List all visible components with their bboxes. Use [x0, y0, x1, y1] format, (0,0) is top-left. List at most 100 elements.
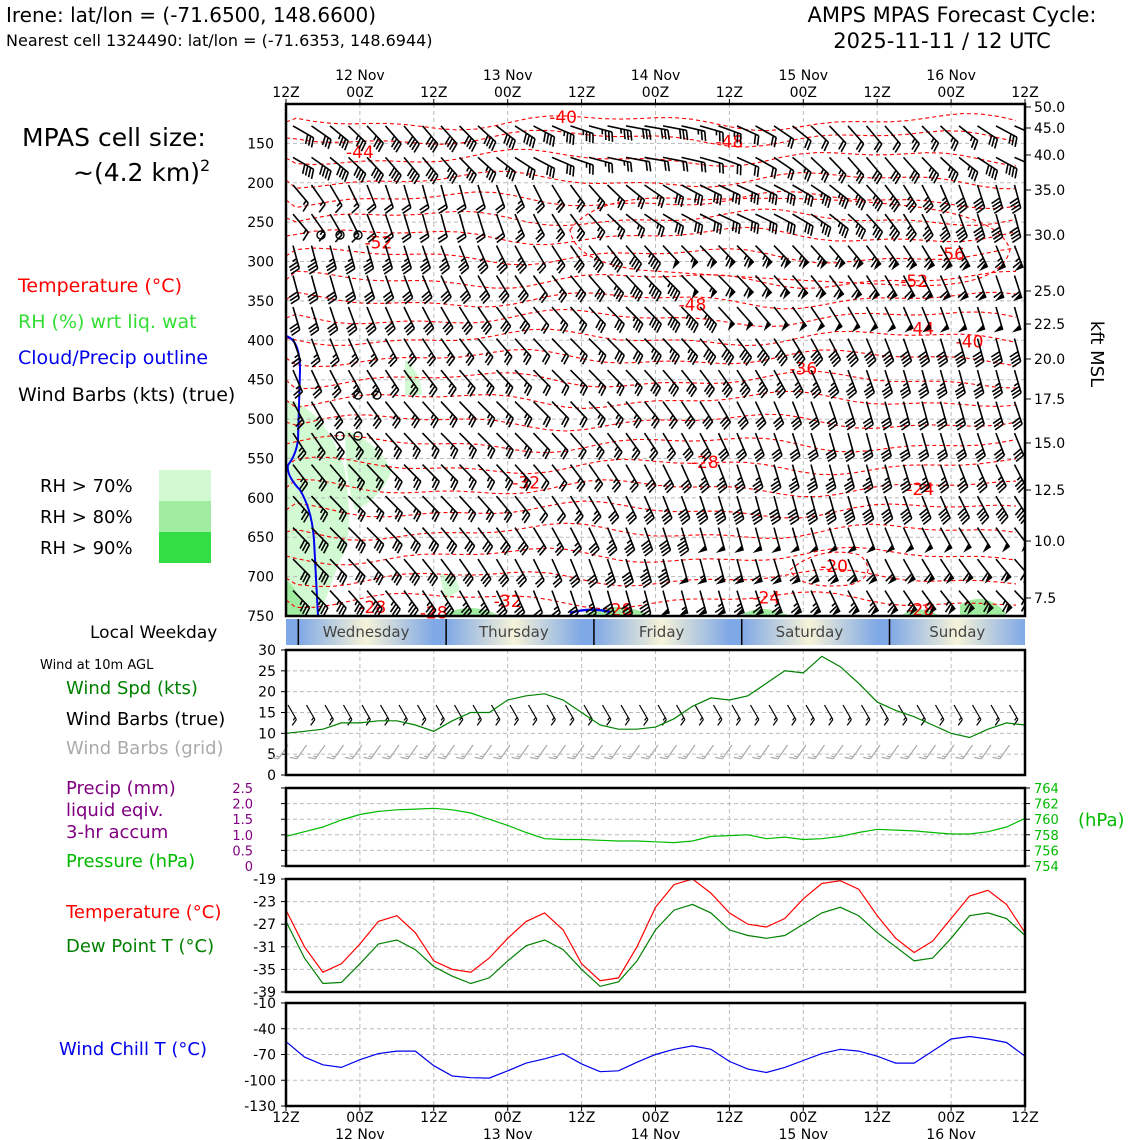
legend-precip-1: Precip (mm) [66, 778, 176, 799]
wind-barb [902, 306, 914, 330]
wind-barb [644, 125, 671, 140]
temperature-contour [286, 190, 1017, 210]
wind-barb [1009, 184, 1022, 214]
wind-barb-flag [995, 292, 1004, 302]
wind-barb [843, 495, 856, 526]
wind-barb [623, 527, 636, 557]
wind-barb-true [934, 704, 945, 726]
wind-barb [495, 338, 513, 366]
wind-barb-flag [967, 604, 975, 615]
wind-barb-flag [926, 261, 935, 271]
wind-barb [847, 184, 867, 211]
wind-barb [458, 338, 475, 367]
wind-barb [736, 401, 749, 431]
wind-barb [973, 401, 985, 431]
wind-barb-flag [691, 288, 699, 299]
wind-barb [514, 495, 531, 524]
wind-barb-true [435, 704, 445, 726]
temperature-contour [286, 113, 1017, 132]
wind-barb [939, 156, 959, 183]
wind-barb [344, 245, 356, 275]
wind-barb [401, 184, 412, 214]
wind-barb [699, 369, 715, 398]
wind-barb [681, 156, 707, 173]
wind-barb-flag [812, 607, 821, 616]
wind-barb-grid [659, 744, 677, 760]
weekday-label: Friday [639, 623, 685, 641]
wind-barb [807, 432, 819, 463]
wind-barb [977, 125, 999, 149]
wind-barb [532, 590, 544, 616]
wind-barb [810, 338, 824, 368]
wind-barb-true [287, 704, 297, 726]
wind-barb [865, 213, 884, 241]
top-hour-label: 00Z [494, 85, 521, 101]
wind-barb [307, 275, 319, 305]
wind-barb [790, 401, 803, 431]
wind-barb-flag [745, 320, 753, 332]
wind-barb [792, 184, 814, 207]
kft-tick-label: 22.5 [1034, 317, 1065, 333]
weekday-bar: Wednesday Thursday Friday Saturday Sunday [286, 619, 1025, 645]
weekday-segment [446, 619, 582, 645]
wind-barb [569, 184, 586, 213]
wind-barb [977, 156, 999, 181]
wind-barb [791, 125, 812, 151]
wind-barb-grid [382, 744, 400, 760]
wind-barb [550, 590, 561, 616]
wind-barb [695, 590, 708, 614]
wind-barb-grid [715, 744, 733, 760]
wind-barb [680, 401, 696, 430]
temperature-contour [286, 247, 1017, 266]
wind-barb [419, 213, 430, 244]
wind-barb-flag [869, 323, 878, 333]
wind-barb-flag [887, 575, 896, 585]
wind-barb [477, 245, 489, 275]
wind-barb [828, 338, 842, 368]
wind-barb [884, 590, 899, 614]
temperature-label: -44 [906, 319, 934, 339]
wind-barb-true [564, 704, 575, 726]
wind-barb [551, 125, 575, 145]
wind-barb [995, 156, 1018, 179]
wind-barb [639, 558, 653, 589]
wind-barb-flag [977, 292, 986, 302]
wind-barb [310, 558, 330, 586]
wind-barb-true [953, 704, 963, 726]
wind-barb [1011, 275, 1023, 299]
temperature-contour [286, 308, 1017, 328]
wind-barb [921, 125, 940, 152]
wind-barb [292, 527, 311, 554]
wind-barb [865, 245, 882, 268]
wind-barb [937, 464, 950, 494]
wind-barb [532, 558, 545, 588]
wind-barb [588, 213, 606, 241]
wind-barb [995, 464, 1007, 494]
wind-barb [419, 245, 432, 275]
wind-barb-flag [870, 606, 879, 616]
wind-barb [921, 213, 934, 243]
wind-barb [458, 495, 477, 523]
wind-barb [681, 213, 704, 236]
wind-barb [918, 432, 930, 463]
wind-barb [846, 338, 859, 368]
wind-barb [532, 338, 551, 365]
wind-barb [310, 590, 329, 616]
wind-barb [699, 306, 718, 334]
wind-barb-true [786, 704, 797, 726]
y-tick-label: -130 [244, 1099, 276, 1115]
bottom-date-label: 15 Nov [779, 1127, 829, 1140]
wind-barb [625, 401, 642, 429]
wind-barb [292, 184, 309, 212]
wind-barb [496, 156, 517, 182]
wind-barb [477, 527, 494, 556]
wind-barb [289, 306, 301, 337]
wind-barb-flag [790, 545, 799, 553]
wind-barb [791, 338, 806, 367]
wind-barb-flag [697, 545, 707, 554]
wind-barb-true [509, 704, 519, 726]
wind-barb-flag [781, 321, 789, 332]
wind-barb [918, 464, 931, 494]
wind-barb [532, 464, 550, 492]
wind-barb [750, 495, 763, 526]
